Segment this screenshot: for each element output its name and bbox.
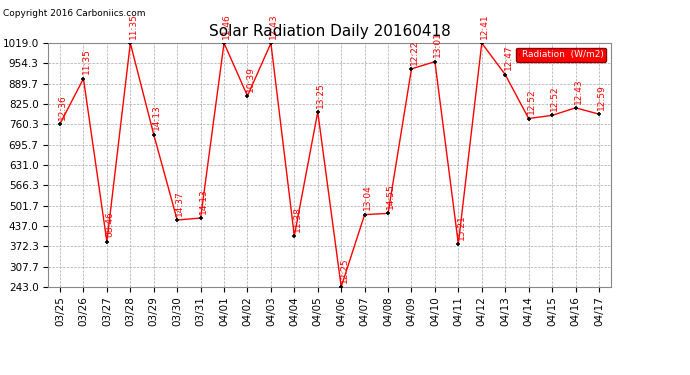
Point xyxy=(523,116,534,122)
Point xyxy=(359,211,370,217)
Text: 12:43: 12:43 xyxy=(574,78,583,104)
Point xyxy=(593,111,604,117)
Text: 11:38: 11:38 xyxy=(293,206,302,232)
Point xyxy=(453,241,464,247)
Text: 13:04: 13:04 xyxy=(363,185,372,210)
Text: 14:13: 14:13 xyxy=(152,105,161,130)
Point xyxy=(546,112,558,118)
Text: 12:52: 12:52 xyxy=(527,89,536,114)
Point xyxy=(195,215,206,221)
Text: 08:46: 08:46 xyxy=(105,212,114,237)
Text: 13:01: 13:01 xyxy=(433,32,442,57)
Point xyxy=(125,40,136,46)
Text: 14:55: 14:55 xyxy=(386,183,395,209)
Text: 15:21: 15:21 xyxy=(457,214,466,240)
Text: 11:35: 11:35 xyxy=(81,49,90,75)
Point xyxy=(101,238,112,244)
Point xyxy=(55,121,66,127)
Point xyxy=(148,132,159,138)
Text: 14:13: 14:13 xyxy=(199,188,208,214)
Point xyxy=(500,72,511,78)
Text: 10:39: 10:39 xyxy=(246,66,255,92)
Point xyxy=(289,233,300,239)
Text: 12:59: 12:59 xyxy=(598,84,607,110)
Text: 13:25: 13:25 xyxy=(316,82,325,108)
Point xyxy=(172,217,183,223)
Legend: Radiation  (W/m2): Radiation (W/m2) xyxy=(516,48,606,62)
Text: 12:22: 12:22 xyxy=(410,39,419,65)
Point xyxy=(78,76,89,82)
Text: 11:35: 11:35 xyxy=(128,13,137,39)
Text: 12:25: 12:25 xyxy=(339,257,348,283)
Point xyxy=(242,93,253,99)
Point xyxy=(570,105,581,111)
Point xyxy=(429,58,440,64)
Point xyxy=(313,109,324,115)
Point xyxy=(219,40,230,46)
Text: 12:52: 12:52 xyxy=(551,86,560,111)
Point xyxy=(382,210,393,216)
Point xyxy=(266,40,277,46)
Text: 12:43: 12:43 xyxy=(269,13,278,39)
Title: Solar Radiation Daily 20160418: Solar Radiation Daily 20160418 xyxy=(208,24,451,39)
Text: 11:46: 11:46 xyxy=(222,13,231,39)
Text: Copyright 2016 Carboniics.com: Copyright 2016 Carboniics.com xyxy=(3,9,146,18)
Point xyxy=(335,284,346,290)
Text: 12:36: 12:36 xyxy=(58,94,68,120)
Point xyxy=(476,40,487,46)
Text: 14:37: 14:37 xyxy=(175,190,184,216)
Text: 12:47: 12:47 xyxy=(504,45,513,70)
Text: 12:41: 12:41 xyxy=(480,13,489,39)
Point xyxy=(406,66,417,72)
